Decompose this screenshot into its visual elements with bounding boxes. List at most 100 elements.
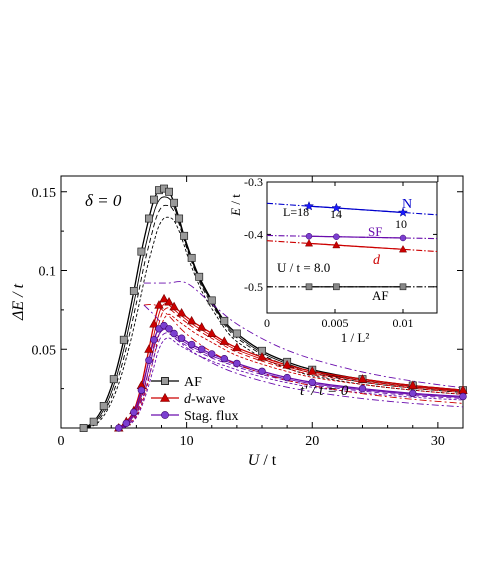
series-2-point	[150, 336, 158, 344]
inset-series-label-d: d	[373, 253, 381, 268]
inset-u-label: U / t = 8.0	[277, 260, 330, 275]
series-0-point	[187, 253, 196, 262]
series-1-point	[257, 352, 267, 361]
inset-series-2-point	[305, 239, 314, 247]
inset-series	[266, 200, 438, 291]
series-2-line	[118, 324, 463, 428]
inset-series-line	[308, 242, 404, 250]
inset-series-line	[308, 205, 404, 214]
legend-label-af: AF	[184, 375, 202, 390]
inset-y-axis-label: E / t	[228, 194, 243, 217]
main-x-axis-label: U / t	[248, 452, 277, 469]
series-0-point	[144, 214, 153, 223]
series-2-point	[198, 345, 206, 353]
inset-size-label-10: 10	[395, 217, 407, 231]
series-0-point	[137, 247, 146, 256]
series-2-point	[115, 424, 123, 432]
main-x-tick-label: 30	[431, 434, 445, 449]
inset-series-3-point	[305, 283, 313, 291]
series-1-point	[357, 374, 368, 383]
series-2-point	[130, 408, 138, 416]
series-0-point	[165, 187, 173, 196]
main-x-tick-label: 20	[305, 434, 319, 449]
series-2-point	[258, 367, 266, 375]
main-markers	[79, 184, 468, 432]
inset-series-0-point	[397, 207, 409, 217]
series-0-point	[119, 335, 128, 344]
series-2-point	[220, 355, 229, 363]
series-1-point	[149, 319, 159, 328]
main-y-tick-label: 0.1	[39, 265, 57, 280]
series-2-point	[165, 325, 173, 333]
series-0-point	[170, 198, 179, 207]
inset-series-label-sf: SF	[368, 224, 382, 239]
legend-label-dwave: d-wave	[184, 392, 225, 407]
series-1-point	[196, 322, 207, 331]
series-0-point	[150, 195, 158, 204]
series-0-point	[220, 316, 229, 325]
series-1-line	[118, 298, 463, 428]
inset-series-3-point	[333, 283, 340, 291]
inset-series-0-point	[303, 200, 315, 211]
series-1-point	[307, 366, 317, 375]
inset-ticks: 0 0.005 0.01 -0.3 -0.4 -0.5	[244, 175, 437, 330]
series-0-point	[99, 402, 108, 410]
series-2-point	[170, 329, 178, 338]
series-0-point	[129, 287, 138, 295]
series-0-point	[79, 424, 88, 432]
main-ticks: 0 10 20 30 0.05 0.1 0.15	[32, 176, 464, 449]
tprime-annotation: t′ / t = 0	[300, 383, 349, 399]
series-0-point	[175, 214, 184, 223]
main-x-tick-label: 10	[180, 434, 194, 449]
series-2-point	[233, 359, 241, 368]
series-2-point	[137, 386, 146, 394]
legend-marker-stagflux	[161, 411, 169, 419]
series-2-point	[283, 373, 291, 382]
series-0-point	[180, 231, 189, 240]
series-1-point	[408, 380, 418, 389]
inset-x-tick-label: 0	[264, 316, 270, 330]
inset-y-tick-label: -0.3	[244, 175, 263, 189]
legend-marker-dwave	[159, 392, 171, 402]
extrapolated-curve	[143, 304, 463, 408]
series-2-point	[358, 384, 367, 393]
inset-x-tick-label: 0.005	[322, 316, 349, 330]
series-0-point	[89, 417, 98, 426]
series-2-finite-size-curve	[123, 337, 463, 428]
inset-frame	[266, 181, 438, 314]
extrapolated-curve	[143, 281, 463, 389]
main-y-tick-label: 0.15	[32, 186, 57, 201]
series-1-point	[164, 296, 174, 306]
inset-series-label-n: N	[402, 197, 412, 212]
series-2-point	[122, 419, 131, 427]
inset-x-tick-label: 0.01	[393, 316, 414, 330]
inset-y-tick-label: -0.4	[244, 227, 263, 241]
series-2-point	[208, 350, 216, 358]
inset-size-label-14: 14	[330, 207, 342, 221]
inset-series-label-af: AF	[372, 288, 389, 303]
series-1-point	[219, 336, 230, 345]
series-2-point	[459, 392, 467, 401]
inset-series-1-point	[305, 232, 313, 240]
series-1-point	[169, 301, 179, 311]
series-1-point	[176, 308, 187, 317]
series-1-point	[282, 359, 292, 369]
inset-size-label-18: L=18	[283, 205, 309, 219]
series-1-point	[154, 300, 164, 309]
inset-series-0-point	[331, 202, 342, 213]
legend-label-stagflux: Stag. flux	[184, 409, 238, 424]
legend-marker-af	[161, 377, 169, 385]
series-0-point	[195, 272, 204, 281]
series-1-finite-size-curve	[123, 313, 463, 428]
inset-series-1-point	[399, 234, 407, 242]
main-y-tick-label: 0.05	[32, 343, 57, 358]
extrapolated-curve	[143, 303, 463, 404]
series-2-point	[177, 334, 186, 342]
inset-series-1-point	[333, 233, 340, 241]
series-2-point	[187, 340, 196, 349]
inset-series-2-point	[332, 240, 341, 249]
inset-x-axis-label: 1 / L²	[341, 330, 370, 345]
inset-series-2-point	[398, 245, 408, 253]
series-2-point	[145, 356, 153, 364]
